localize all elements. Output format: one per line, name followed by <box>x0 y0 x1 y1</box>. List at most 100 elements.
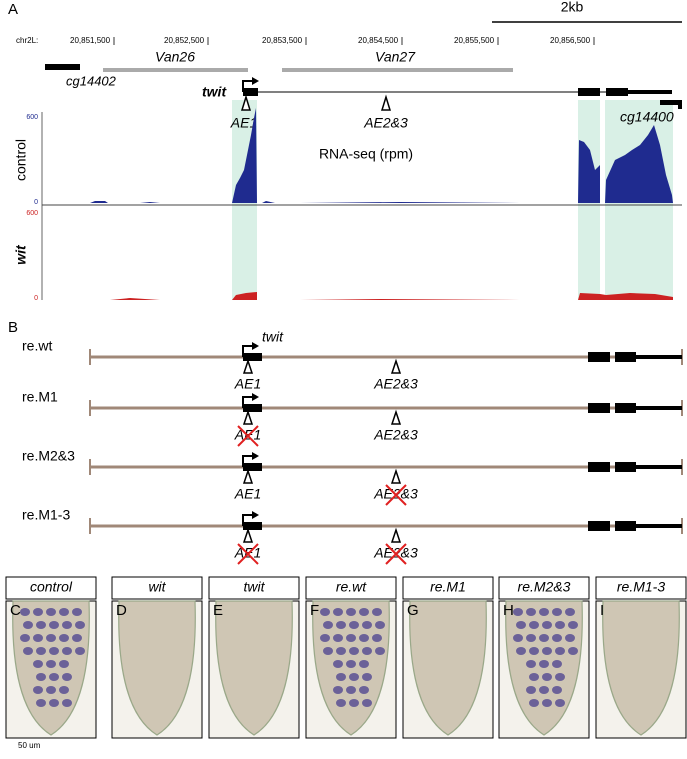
stain <box>349 647 359 655</box>
stain <box>62 647 72 655</box>
image-letter: G <box>407 602 419 619</box>
stain <box>375 647 385 655</box>
element-label: AE1 <box>234 486 261 502</box>
stain <box>513 608 523 616</box>
stain <box>516 621 526 629</box>
tss-arrow <box>242 345 254 357</box>
stain <box>323 621 333 629</box>
image-title: re.M1-3 <box>617 579 665 595</box>
utr <box>636 406 682 410</box>
tss-arrow-head <box>252 342 259 350</box>
coordinate: 20,852,500 <box>164 36 205 45</box>
track-max: 600 <box>26 210 38 217</box>
tss-arrow <box>242 455 254 467</box>
stain <box>20 608 30 616</box>
stain <box>526 608 536 616</box>
stain <box>33 608 43 616</box>
exon <box>615 521 636 531</box>
embryo <box>602 600 680 736</box>
mutation-cross <box>237 543 259 565</box>
image-letter: F <box>310 602 319 619</box>
image-header <box>5 576 97 600</box>
image-header <box>402 576 494 600</box>
stain <box>542 699 552 707</box>
stain <box>336 699 346 707</box>
stain <box>36 699 46 707</box>
coordinate: 20,851,500 <box>70 36 111 45</box>
stain <box>346 634 356 642</box>
stain <box>333 660 343 668</box>
panel-label: A <box>8 1 18 18</box>
stain <box>359 686 369 694</box>
image-header <box>208 576 300 600</box>
stain <box>542 673 552 681</box>
stain <box>372 634 382 642</box>
exon <box>243 463 262 471</box>
stain <box>336 673 346 681</box>
enhancer-marker <box>380 94 392 111</box>
stain <box>320 634 330 642</box>
exon <box>615 352 636 362</box>
embryo <box>409 600 487 736</box>
construct-name: re.M1 <box>22 389 58 405</box>
stain <box>349 673 359 681</box>
image-title: re.M1 <box>430 579 466 595</box>
stain <box>568 647 578 655</box>
stain <box>23 647 33 655</box>
element-label: AE2&3 <box>373 427 418 443</box>
stain <box>362 699 372 707</box>
stain <box>333 608 343 616</box>
stain <box>555 699 565 707</box>
stain <box>542 621 552 629</box>
stain <box>529 647 539 655</box>
stain <box>46 686 56 694</box>
stain <box>49 621 59 629</box>
gene-exon <box>45 64 80 70</box>
panel-label: B <box>8 319 18 336</box>
stain <box>539 686 549 694</box>
gene-label: twit <box>262 329 284 345</box>
coverage-wit <box>110 292 673 300</box>
enhancer-marker <box>240 94 252 111</box>
stain <box>529 699 539 707</box>
track-name: wit <box>13 244 29 265</box>
stain <box>72 634 82 642</box>
stain <box>349 699 359 707</box>
exon <box>588 462 610 472</box>
gene-label: cg14400 <box>620 109 674 125</box>
stain <box>62 621 72 629</box>
region-label: Van27 <box>375 49 416 65</box>
tss-arrow-head <box>252 452 259 460</box>
stain <box>20 634 30 642</box>
stain <box>62 673 72 681</box>
tss-arrow-head <box>252 511 259 519</box>
stain <box>565 608 575 616</box>
scale-label: 50 um <box>18 741 41 750</box>
stain <box>49 673 59 681</box>
gene-exon <box>606 88 628 96</box>
construct-name: re.M2&3 <box>22 448 75 464</box>
stain <box>336 647 346 655</box>
construct-name: re.wt <box>22 338 52 354</box>
stain <box>346 608 356 616</box>
image-title: twit <box>244 579 266 595</box>
track-max: 600 <box>26 114 38 121</box>
stain <box>552 660 562 668</box>
tss-arrow <box>242 396 254 408</box>
coordinate: 20,856,500 <box>550 36 591 45</box>
image-letter: E <box>213 602 223 619</box>
stain <box>46 608 56 616</box>
image-title: control <box>30 579 73 595</box>
image-letter: C <box>10 602 21 619</box>
tss-arrow-head <box>252 393 259 401</box>
track-min: 0 <box>34 199 38 206</box>
stain <box>46 660 56 668</box>
track-title: RNA-seq (rpm) <box>319 146 413 162</box>
image-letter: I <box>600 602 604 619</box>
stain <box>320 608 330 616</box>
stain <box>23 621 33 629</box>
gene-label: twit <box>202 84 227 100</box>
coordinate: 20,854,500 <box>358 36 399 45</box>
stain <box>526 634 536 642</box>
